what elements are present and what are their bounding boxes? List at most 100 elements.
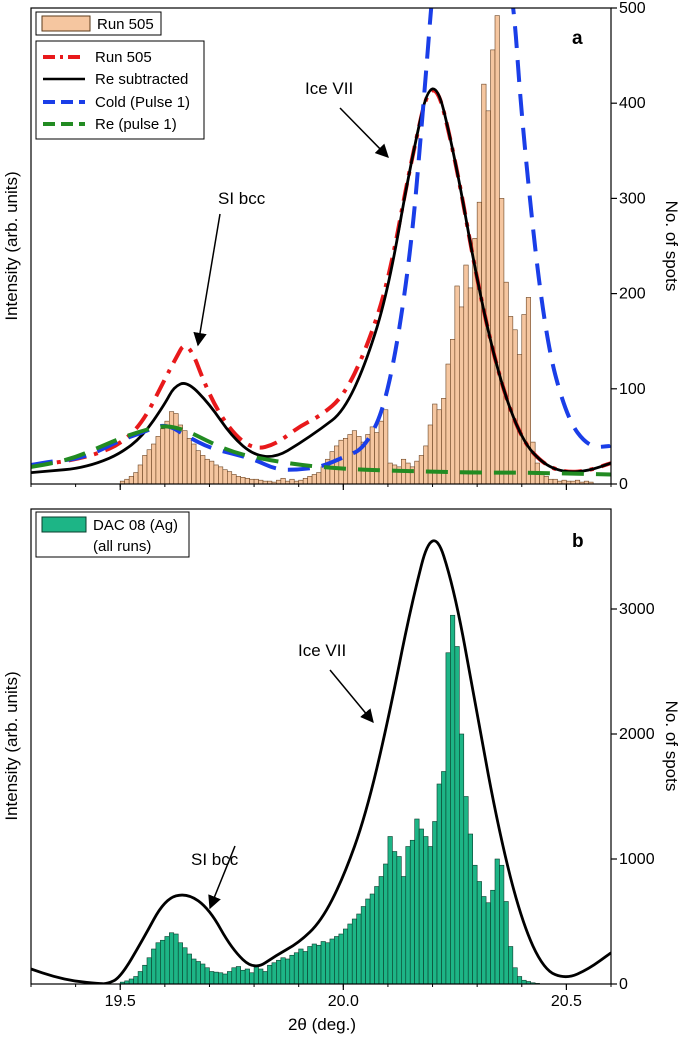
- histogram-bar: [280, 477, 286, 484]
- histogram-bar: [320, 941, 326, 984]
- x-axis-title: 2θ (deg.): [288, 1015, 356, 1034]
- histogram-run-505: [119, 15, 594, 484]
- series-line-intensity: [31, 539, 611, 984]
- histogram-bar: [401, 876, 407, 984]
- histogram-bar: [490, 889, 496, 984]
- histogram-bar: [485, 110, 491, 484]
- histogram-bar: [320, 466, 326, 484]
- histogram-bar: [463, 264, 469, 484]
- histogram-bar: [481, 83, 487, 484]
- histogram-bar: [405, 846, 411, 984]
- histogram-bar: [548, 478, 554, 484]
- histogram-bar: [418, 455, 424, 484]
- histogram-bar: [392, 851, 398, 984]
- histogram-bar: [160, 939, 166, 984]
- histogram-bar: [186, 437, 192, 484]
- right-axis-title-b: No. of spots: [662, 701, 681, 792]
- histogram-bar: [173, 413, 179, 484]
- histogram-bar: [146, 449, 152, 484]
- right-tick-label: 200: [619, 286, 646, 303]
- histogram-bar: [253, 966, 259, 984]
- plot-frame-a: [30, 7, 612, 485]
- histogram-bar: [133, 472, 139, 484]
- y-axis-title-a: Intensity (arb. units): [2, 171, 21, 320]
- histogram-bar: [517, 354, 523, 484]
- right-tick-label: 1000: [619, 851, 655, 868]
- histogram-bar: [423, 445, 429, 484]
- legend-label-re-subtracted: Re subtracted: [95, 71, 188, 88]
- histogram-bar: [503, 901, 509, 984]
- histogram-bar: [374, 886, 380, 984]
- histogram-bar: [209, 460, 215, 484]
- histogram-bar: [204, 458, 210, 484]
- histogram-bar: [195, 450, 201, 484]
- legend-lines-a: Run 505 Re subtracted Cold (Pulse 1) Re …: [35, 40, 205, 140]
- histogram-bar: [383, 409, 389, 484]
- right-axis-ticks-b: 0 1000 2000 3000: [611, 601, 655, 993]
- histogram-bar: [476, 881, 482, 984]
- histogram-bar: [213, 971, 219, 984]
- histogram-bar: [307, 476, 313, 484]
- legend-label-all-runs: (all runs): [93, 538, 151, 555]
- histogram-bar: [503, 281, 509, 484]
- histogram-bar: [137, 464, 143, 484]
- histogram-bar: [169, 932, 175, 984]
- histogram-bar: [302, 951, 308, 984]
- histogram-bar: [351, 918, 357, 984]
- histogram-bar: [450, 614, 456, 984]
- histogram-bar: [418, 828, 424, 984]
- histogram-bar: [387, 462, 393, 484]
- histogram-bar: [387, 836, 393, 984]
- histogram-bar: [521, 314, 527, 484]
- histogram-bar: [499, 198, 505, 484]
- histogram-bar: [200, 963, 206, 984]
- histogram-bar: [356, 913, 362, 984]
- histogram-bar: [409, 839, 415, 984]
- histogram-bar: [378, 420, 384, 484]
- legend-label-re-pulse-1: Re (pulse 1): [95, 116, 177, 133]
- histogram-bar: [463, 796, 469, 984]
- histogram-bar: [164, 936, 170, 984]
- histogram-bar: [160, 428, 166, 484]
- histogram-bar: [543, 476, 549, 484]
- right-tick-label: 300: [619, 190, 646, 207]
- histogram-bar: [280, 957, 286, 984]
- histogram-bar: [262, 971, 268, 984]
- histogram-bar: [133, 976, 139, 984]
- legend-label-run-505-line: Run 505: [95, 49, 152, 66]
- histogram-bar: [244, 477, 250, 484]
- histogram-bar: [494, 858, 500, 984]
- histogram-bar: [128, 978, 134, 984]
- right-tick-label: 100: [619, 381, 646, 398]
- histogram-bar: [182, 430, 188, 484]
- histogram-bar: [142, 455, 148, 484]
- histogram-bar: [137, 971, 143, 984]
- histogram-bar: [240, 969, 246, 984]
- histogram-bar: [356, 436, 362, 484]
- arrow-ice-vii-b: [329, 669, 374, 724]
- histogram-bar: [311, 474, 317, 484]
- histogram-bar: [316, 944, 322, 984]
- right-tick-label: 500: [619, 0, 646, 17]
- histogram-bar: [191, 958, 197, 984]
- histogram-bar: [343, 437, 349, 484]
- histogram-bar: [164, 420, 170, 484]
- histogram-bar: [200, 455, 206, 484]
- histogram-bar: [271, 962, 277, 984]
- histogram-bar: [445, 652, 451, 984]
- x-tick-label: 20.0: [328, 993, 359, 1010]
- histogram-bar: [472, 864, 478, 984]
- histogram-bar: [213, 464, 219, 484]
- histogram-bar: [218, 972, 224, 984]
- histogram-bar: [494, 15, 500, 484]
- histogram-bar: [177, 424, 183, 484]
- lines-panel-a: [31, 8, 611, 477]
- histogram-bar: [508, 316, 514, 484]
- annotation-si-bcc-b: SI bcc: [191, 850, 239, 869]
- histogram-bar: [267, 964, 273, 984]
- annotation-ice-vii-b: Ice VII: [298, 641, 346, 660]
- histogram-bar: [227, 971, 233, 984]
- right-axis-ticks-a: 0 100 200 300 400 500: [611, 0, 646, 493]
- histogram-bar: [365, 898, 371, 984]
- histogram-bar: [325, 942, 331, 984]
